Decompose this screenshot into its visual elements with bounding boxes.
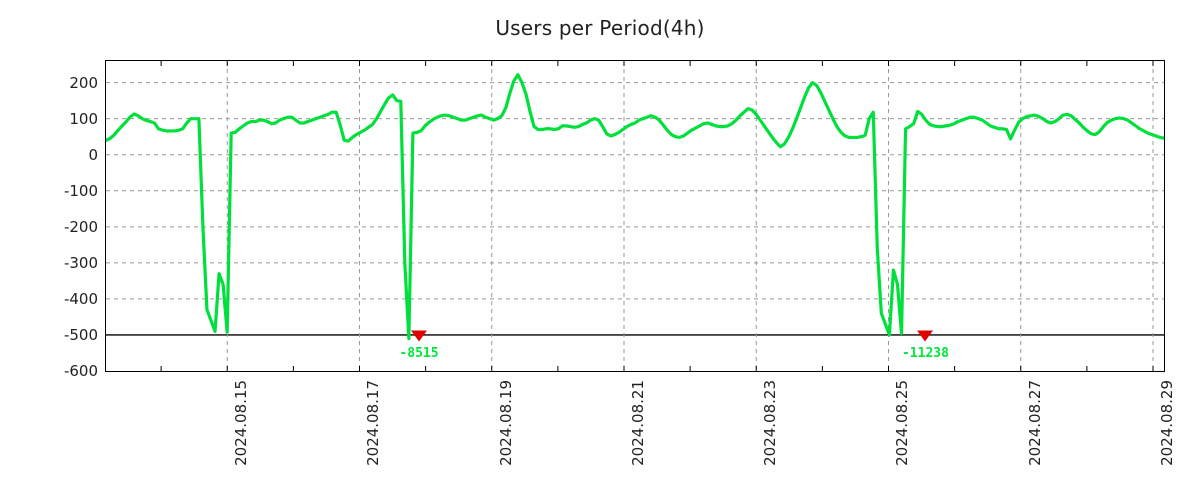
y-axis-tick-label: 0: [88, 145, 98, 164]
x-axis-tick-label: 2024.08.25: [893, 380, 912, 466]
y-axis-tick-label: -300: [63, 253, 98, 272]
x-axis-tick-label: 2024.08.23: [761, 380, 780, 466]
y-axis-tick-label: -400: [63, 289, 98, 308]
y-axis-tick-label: 200: [69, 73, 98, 92]
y-axis-tick-label: 100: [69, 109, 98, 128]
x-axis-tick-label: 2024.08.15: [232, 380, 251, 466]
y-axis-tick-label: -500: [63, 325, 98, 344]
x-axis-tick-label: 2024.08.21: [628, 380, 647, 466]
y-axis-tick-labels: 200 100 0 -100 -200 -300 -400 -500 -600: [26, 60, 98, 380]
y-axis-tick-label: -100: [63, 181, 98, 200]
x-axis-tick-labels: 2024.08.15 2024.08.17 2024.08.19 2024.08.21…: [105, 372, 1176, 497]
x-axis-tick-label: 2024.08.27: [1025, 380, 1044, 466]
x-axis-tick-label: 2024.08.17: [364, 380, 383, 466]
y-axis-tick-label: -200: [63, 217, 98, 236]
x-axis-tick-label: 2024.08.29: [1157, 380, 1176, 466]
plot-svg: [106, 61, 1164, 371]
chart-title: Users per Period(4h): [495, 16, 705, 40]
y-axis-tick-label: -600: [63, 362, 98, 380]
x-axis-tick-label: 2024.08.19: [496, 380, 515, 466]
plot-area: [105, 60, 1165, 372]
